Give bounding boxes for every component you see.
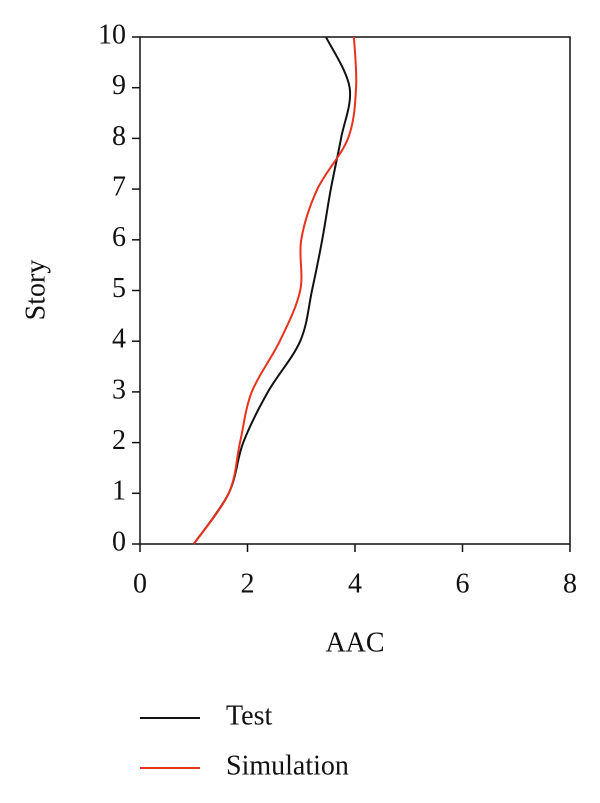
y-tick-label: 5	[112, 273, 126, 304]
x-tick-label: 8	[563, 568, 577, 599]
x-tick-label: 0	[133, 568, 147, 599]
y-tick-label: 8	[112, 121, 126, 152]
y-tick-label: 6	[112, 222, 126, 253]
y-tick-label: 1	[112, 476, 126, 507]
y-tick-label: 7	[112, 172, 126, 203]
y-axis-label: Story	[20, 260, 51, 321]
y-tick-label: 4	[112, 324, 126, 355]
y-tick-label: 0	[112, 526, 126, 557]
x-tick-label: 4	[348, 568, 362, 599]
x-axis-label: AAC	[325, 627, 384, 658]
y-tick-label: 2	[112, 425, 126, 456]
x-tick-label: 2	[241, 568, 255, 599]
y-tick-label: 10	[98, 19, 126, 50]
legend-label: Test	[226, 700, 272, 731]
data-line	[192, 36, 352, 545]
y-tick-label: 9	[112, 70, 126, 101]
y-tick-label: 3	[112, 374, 126, 405]
legend-label: Simulation	[226, 750, 349, 781]
x-tick-label: 6	[456, 568, 470, 599]
data-line	[192, 36, 358, 545]
